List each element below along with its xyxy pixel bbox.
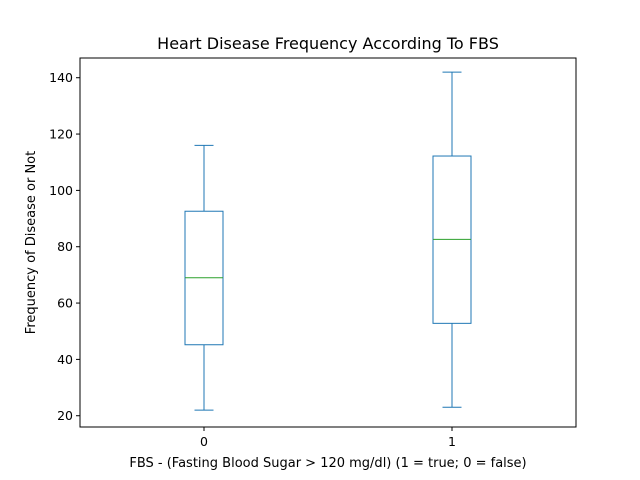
y-axis-label: Frequency of Disease or Not bbox=[24, 151, 39, 334]
x-axis-label: FBS - (Fasting Blood Sugar > 120 mg/dl) … bbox=[129, 456, 526, 471]
y-tick-label: 100 bbox=[49, 183, 73, 198]
axes-frame bbox=[79, 57, 577, 428]
y-tick-label: 20 bbox=[57, 408, 73, 423]
y-tick-label: 140 bbox=[49, 70, 73, 85]
x-tick-label: 1 bbox=[448, 434, 456, 449]
plot-area: 20 40 60 80 100 120 140 0 1 bbox=[49, 70, 472, 449]
y-tick-label: 80 bbox=[57, 239, 73, 254]
x-tick-label: 0 bbox=[200, 434, 208, 449]
y-tick-label: 40 bbox=[57, 352, 73, 367]
y-tick-label: 60 bbox=[57, 296, 73, 311]
chart-title: Heart Disease Frequency According To FBS bbox=[157, 34, 499, 53]
y-tick-label: 120 bbox=[49, 127, 73, 142]
